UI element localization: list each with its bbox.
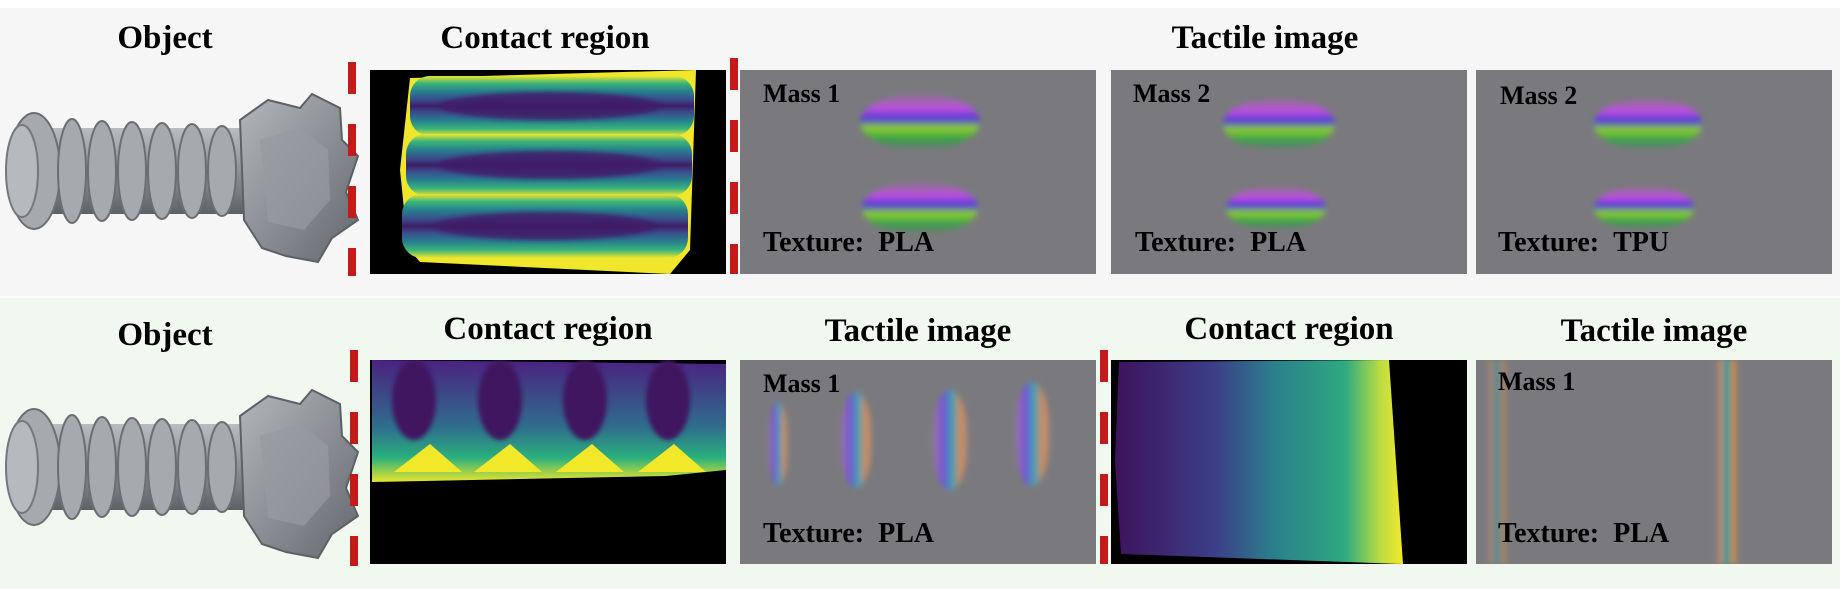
top-object-label: Object (117, 20, 213, 56)
top-tactile-2-texture-label: Texture: PLA (1135, 229, 1306, 257)
bottom-contact-region-image-1 (370, 360, 726, 564)
top-tactile-image-3 (1476, 70, 1832, 274)
top-tactile-2-mass-label: Mass 2 (1133, 79, 1211, 108)
bottom-tactile-1-mass-label: Mass 1 (763, 369, 841, 398)
top-tactile-1-texture-label: Texture: PLA (763, 229, 934, 257)
bottom-object-label: Object (117, 317, 213, 353)
top-tactile-image-label: Tactile image (1171, 20, 1359, 56)
bottom-tactile-2-mass-label: Mass 1 (1498, 367, 1576, 396)
top-tactile-1-texture-value: PLA (878, 227, 935, 258)
bottom-contact-region-label-2: Contact region (1184, 311, 1394, 347)
bottom-tactile-1-texture-value: PLA (878, 518, 935, 549)
bottom-tactile-2-texture-label: Texture: PLA (1498, 520, 1669, 548)
bottom-tactile-image-1 (740, 360, 1096, 564)
top-object-bolt-image (0, 80, 360, 270)
top-tactile-image-2 (1111, 70, 1467, 274)
bottom-tactile-2-texture-value: PLA (1613, 518, 1670, 549)
top-tactile-2-texture-key: Texture: (1135, 227, 1237, 258)
top-contact-region-label: Contact region (440, 20, 650, 56)
bottom-tactile-1-texture-label: Texture: PLA (763, 520, 934, 548)
top-tactile-image-1 (740, 70, 1096, 274)
bottom-contact-region-label-1: Contact region (443, 311, 653, 347)
bottom-contact-region-image-2 (1111, 360, 1467, 564)
bottom-tactile-2-texture-key: Texture: (1498, 518, 1600, 549)
top-tactile-3-mass-label: Mass 2 (1500, 81, 1578, 110)
top-tactile-2-texture-value: PLA (1250, 227, 1307, 258)
top-tactile-1-texture-key: Texture: (763, 227, 865, 258)
top-tactile-3-texture-value: TPU (1613, 227, 1670, 258)
bottom-object-bolt-image (0, 376, 360, 566)
bottom-tactile-image-label-1: Tactile image (824, 313, 1012, 349)
top-contact-region-image (370, 70, 726, 274)
top-tactile-3-texture-label: Texture: TPU (1498, 229, 1669, 257)
bottom-tactile-1-texture-key: Texture: (763, 518, 865, 549)
top-tactile-1-mass-label: Mass 1 (763, 79, 841, 108)
bottom-tactile-image-label-2: Tactile image (1560, 313, 1748, 349)
bottom-tactile-image-2 (1476, 360, 1832, 564)
top-tactile-3-texture-key: Texture: (1498, 227, 1600, 258)
